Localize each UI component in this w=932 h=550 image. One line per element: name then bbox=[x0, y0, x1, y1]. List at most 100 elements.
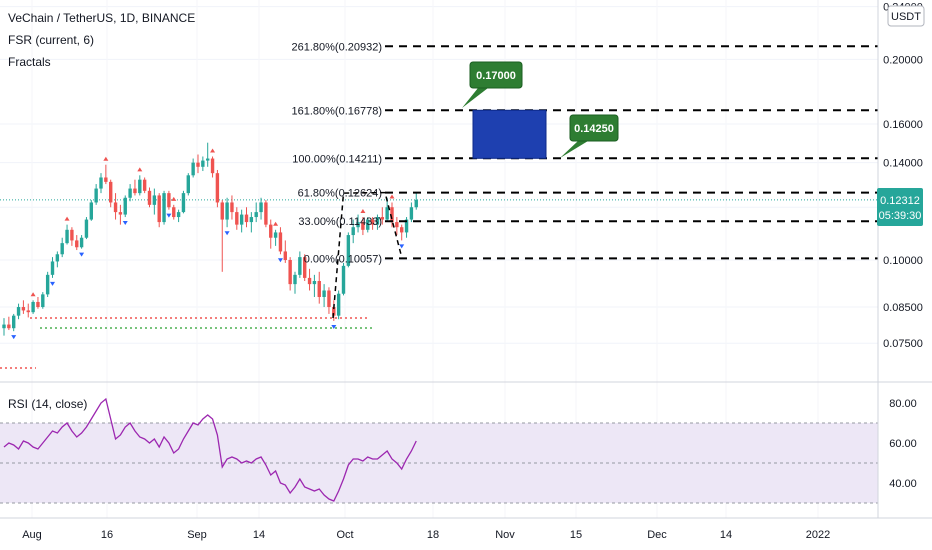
candle bbox=[346, 232, 351, 268]
candle bbox=[167, 190, 171, 210]
candle bbox=[380, 207, 384, 225]
candle bbox=[215, 169, 220, 208]
candle bbox=[283, 240, 287, 263]
candle bbox=[104, 164, 108, 185]
fractal-down-marker bbox=[50, 281, 55, 286]
candle bbox=[351, 219, 355, 244]
candle bbox=[356, 214, 360, 233]
candle bbox=[366, 217, 370, 233]
target-price-label: 0.14250 bbox=[574, 123, 614, 135]
rsi-line bbox=[3, 397, 417, 502]
fractal-up-marker bbox=[210, 148, 216, 153]
candle bbox=[94, 184, 98, 205]
price-tick-label: 0.07500 bbox=[883, 338, 923, 350]
symbol-title: VeChain / TetherUS, 1D, BINANCE bbox=[8, 11, 195, 25]
candle bbox=[181, 190, 186, 214]
candle bbox=[293, 271, 297, 294]
candle bbox=[162, 190, 166, 225]
candle bbox=[152, 188, 157, 215]
candle bbox=[206, 142, 210, 167]
fractal-down-marker bbox=[166, 213, 172, 218]
time-tick-label: Sep bbox=[187, 529, 207, 541]
candle bbox=[239, 209, 244, 233]
time-tick-label: Oct bbox=[336, 529, 353, 541]
candle bbox=[317, 271, 321, 304]
candle bbox=[2, 318, 6, 336]
price-tick-label: 0.20000 bbox=[883, 54, 923, 66]
candle bbox=[55, 251, 60, 268]
fractal-down-marker bbox=[399, 244, 405, 249]
fractal-markers bbox=[11, 148, 405, 340]
candle bbox=[196, 154, 200, 174]
candle bbox=[307, 268, 312, 291]
candle bbox=[298, 251, 302, 278]
fractal-up-marker bbox=[30, 292, 36, 297]
time-tick-label: Aug bbox=[22, 529, 42, 541]
candle bbox=[123, 195, 127, 218]
candle bbox=[409, 202, 414, 223]
price-tick-label: 0.08500 bbox=[883, 302, 923, 314]
fractal-down-marker bbox=[224, 231, 230, 236]
target-zone-box bbox=[472, 109, 547, 159]
bar-countdown: 05:39:30 bbox=[879, 210, 922, 222]
fractal-down-marker bbox=[122, 221, 128, 226]
candle bbox=[118, 204, 123, 225]
candle bbox=[176, 209, 181, 223]
candle bbox=[99, 173, 103, 194]
candle bbox=[244, 207, 249, 228]
last-price-badge: 0.12312 05:39:30 bbox=[877, 188, 923, 226]
rsi-tick-label: 60.00 bbox=[889, 438, 917, 450]
candle bbox=[395, 217, 399, 236]
time-tick-label: Nov bbox=[495, 529, 515, 541]
rsi-tick-label: 80.00 bbox=[889, 398, 917, 410]
candle bbox=[288, 257, 292, 291]
candle bbox=[26, 303, 30, 318]
candle bbox=[220, 200, 224, 272]
candle bbox=[79, 235, 84, 249]
rsi-tick-label: 40.00 bbox=[889, 478, 917, 490]
fractal-down-marker bbox=[11, 335, 17, 340]
target-callouts: 0.17000 0.14250 bbox=[462, 61, 619, 159]
fractals-indicator-label: Fractals bbox=[8, 55, 51, 69]
candle bbox=[230, 195, 234, 220]
fractal-up-marker bbox=[103, 156, 109, 161]
candle bbox=[259, 197, 263, 220]
candle bbox=[370, 217, 375, 230]
candle bbox=[332, 300, 336, 321]
candle bbox=[341, 262, 346, 296]
candle bbox=[65, 224, 69, 245]
candle bbox=[31, 300, 35, 314]
fib-extension[interactable]: 261.80%(0.20932) 161.80%(0.16778) 100.00%(… bbox=[291, 41, 878, 319]
time-tick-label: 2022 bbox=[806, 529, 830, 541]
candle bbox=[50, 257, 55, 278]
candle bbox=[128, 184, 132, 202]
candle bbox=[142, 177, 147, 194]
candle bbox=[16, 303, 21, 320]
candle bbox=[84, 217, 89, 240]
candle bbox=[109, 179, 113, 208]
time-tick-label: 14 bbox=[720, 529, 732, 541]
candle bbox=[12, 313, 16, 332]
candle bbox=[75, 235, 79, 251]
candle bbox=[157, 193, 161, 228]
rsi-title: RSI (14, close) bbox=[8, 397, 87, 411]
candle bbox=[235, 207, 239, 230]
rsi-pane bbox=[0, 397, 878, 504]
candle-series bbox=[2, 142, 418, 336]
candle bbox=[249, 212, 254, 233]
candle bbox=[404, 217, 409, 238]
candle bbox=[273, 229, 278, 246]
currency-badge: USDT bbox=[887, 5, 925, 27]
fib-level-label: 161.80%(0.16778) bbox=[291, 105, 382, 117]
candle bbox=[278, 227, 283, 255]
time-tick-label: 18 bbox=[427, 529, 439, 541]
candle bbox=[138, 175, 142, 196]
candle bbox=[113, 193, 118, 220]
candle bbox=[210, 156, 215, 178]
fractal-up-marker bbox=[171, 196, 177, 201]
fib-level-label: 61.80%(0.12624) bbox=[298, 188, 382, 200]
price-tick-label: 0.10000 bbox=[883, 255, 923, 267]
price-tick-label: 0.16000 bbox=[883, 119, 923, 131]
target-callout: 0.14250 bbox=[560, 114, 619, 158]
